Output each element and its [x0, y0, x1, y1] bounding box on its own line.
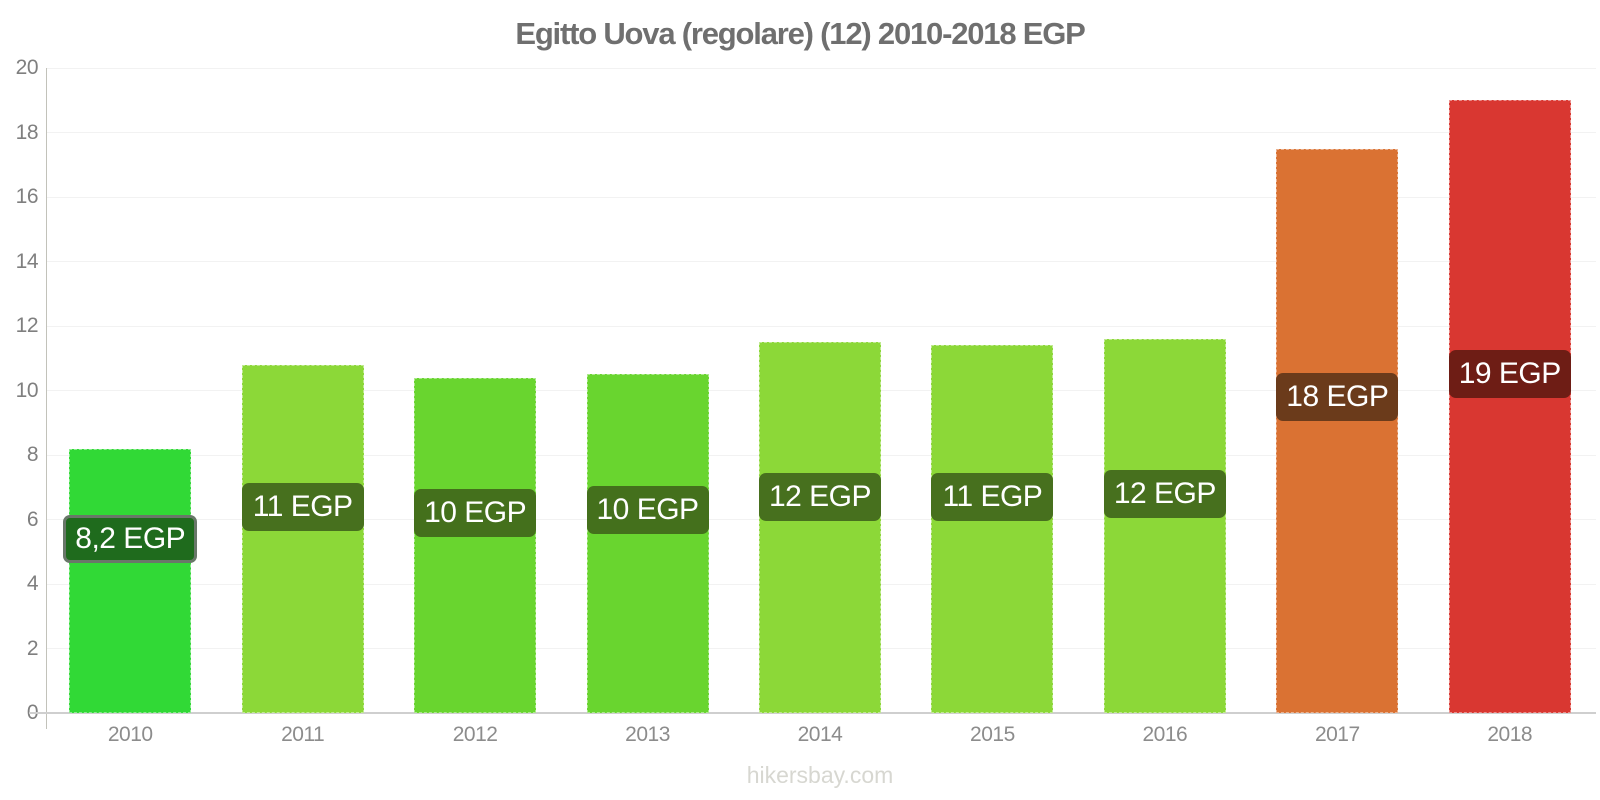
y-axis-zero-tick: [29, 712, 46, 714]
bar-2017[interactable]: [1276, 148, 1399, 713]
gridline-12: [46, 325, 1596, 327]
y-axis-tick-label-10: 10: [15, 378, 39, 402]
bar-2014[interactable]: [758, 342, 881, 713]
bar-value-label-2016: 12 EGP: [1103, 469, 1226, 518]
x-axis-label-2011: 2011: [281, 723, 325, 746]
y-axis-tick-label-18: 18: [15, 120, 39, 144]
gridline-14: [46, 261, 1596, 262]
x-axis-baseline: [46, 712, 1596, 714]
bar-value-label-2012: 10 EGP: [414, 489, 537, 538]
x-axis-label-2016: 2016: [1142, 723, 1188, 746]
y-axis-tick-label-4: 4: [26, 572, 39, 595]
bar-2016[interactable]: [1103, 338, 1226, 713]
gridline-18: [46, 132, 1596, 133]
x-axis-label-2010: 2010: [107, 723, 153, 746]
bar-2015[interactable]: [931, 345, 1054, 713]
chart-title: Egitto Uova (regolare) (12) 2010-2018 EG…: [515, 16, 1086, 51]
x-axis-label-2014: 2014: [797, 723, 843, 746]
bar-value-label-2014: 12 EGP: [758, 472, 881, 521]
x-axis-label-2017: 2017: [1314, 723, 1360, 746]
bar-value-label-2013: 10 EGP: [586, 485, 709, 534]
y-axis-tick-label-14: 14: [15, 249, 39, 273]
x-axis-label-2012: 2012: [452, 723, 498, 746]
bar-2012[interactable]: [414, 377, 537, 713]
bar-value-label-2018: 19 EGP: [1448, 350, 1571, 399]
bar-2010[interactable]: [69, 448, 192, 713]
gridline-16: [46, 196, 1596, 198]
watermark-text: hikersbay.com: [746, 762, 894, 788]
y-axis-tick-label-8: 8: [26, 443, 39, 466]
x-axis-label-2018: 2018: [1487, 723, 1533, 746]
y-axis-tick-label-16: 16: [15, 185, 39, 208]
bar-2013[interactable]: [586, 374, 709, 713]
y-axis-line: [46, 68, 47, 729]
y-axis-tick-label-12: 12: [15, 314, 39, 337]
gridline-20: [46, 67, 1596, 69]
bar-2011[interactable]: [241, 364, 364, 713]
bar-value-label-2011: 11 EGP: [241, 482, 364, 531]
x-axis-label-2015: 2015: [970, 723, 1015, 746]
y-axis-tick-label-20: 20: [15, 56, 39, 79]
bar-value-label-2015: 11 EGP: [931, 472, 1054, 521]
y-axis-tick-label-2: 2: [26, 636, 39, 660]
bar-2018[interactable]: [1448, 100, 1571, 713]
bar-value-label-2017: 18 EGP: [1276, 372, 1399, 421]
x-axis-label-2013: 2013: [625, 723, 670, 746]
y-axis-tick-label-6: 6: [26, 507, 39, 531]
bar-value-label-2010: 8,2 EGP: [63, 514, 198, 563]
